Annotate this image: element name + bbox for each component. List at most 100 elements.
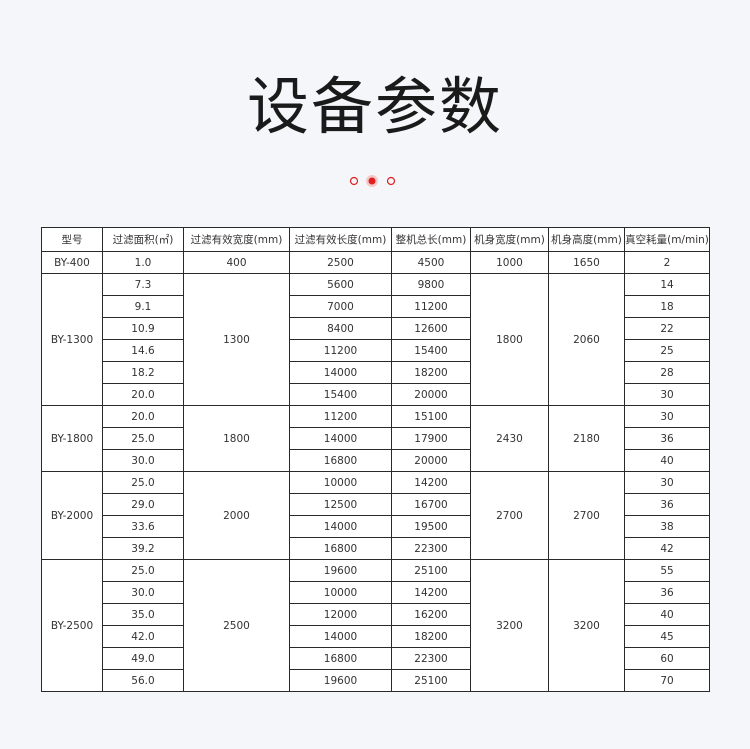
width-cell: 400 — [183, 251, 290, 274]
vacuum-cell: 70 — [624, 669, 710, 692]
column-header: 过滤有效宽度(mm) — [183, 227, 290, 252]
area-cell: 10.9 — [102, 317, 184, 340]
total-length-cell: 16200 — [391, 603, 471, 626]
model-cell: BY-2500 — [41, 559, 103, 692]
length-cell: 16800 — [289, 647, 392, 670]
total-length-cell: 11200 — [391, 295, 471, 318]
vacuum-cell: 36 — [624, 581, 710, 604]
area-cell: 25.0 — [102, 559, 184, 582]
table-row: 型号 过滤面积(㎡) 过滤有效宽度(mm) 过滤有效长度(mm) 整机总长(mm) 机身宽… — [41, 227, 710, 252]
column-header: 真空耗量(m/min) — [624, 227, 710, 252]
length-cell: 15400 — [289, 383, 392, 406]
area-cell: 25.0 — [102, 471, 184, 494]
length-cell: 5600 — [289, 273, 392, 296]
body-width-cell: 2430 — [470, 405, 549, 472]
body-height-cell: 2700 — [548, 471, 625, 560]
total-length-cell: 18200 — [391, 625, 471, 648]
total-length-cell: 17900 — [391, 427, 471, 450]
length-cell: 11200 — [289, 339, 392, 362]
area-cell: 20.0 — [102, 405, 184, 428]
total-length-cell: 14200 — [391, 471, 471, 494]
model-cell: BY-400 — [41, 251, 103, 274]
body-height-cell: 1650 — [548, 251, 625, 274]
area-cell: 49.0 — [102, 647, 184, 670]
length-cell: 14000 — [289, 361, 392, 384]
total-length-cell: 9800 — [391, 273, 471, 296]
body-height-cell: 2060 — [548, 273, 625, 406]
dot — [349, 176, 359, 186]
length-cell: 14000 — [289, 625, 392, 648]
vacuum-cell: 2 — [624, 251, 710, 274]
area-cell: 9.1 — [102, 295, 184, 318]
length-cell: 12500 — [289, 493, 392, 516]
body-width-cell: 1800 — [470, 273, 549, 406]
width-cell: 2000 — [183, 471, 290, 560]
area-cell: 18.2 — [102, 361, 184, 384]
length-cell: 7000 — [289, 295, 392, 318]
column-header: 整机总长(mm) — [391, 227, 471, 252]
table-row: 33.6 14000 19500 38 — [42, 515, 710, 538]
table-row: 35.0 12000 16200 40 — [42, 603, 710, 626]
total-length-cell: 22300 — [391, 647, 471, 670]
table-row: 42.0 14000 18200 45 — [42, 625, 710, 648]
vacuum-cell: 28 — [624, 361, 710, 384]
vacuum-cell: 25 — [624, 339, 710, 362]
vacuum-cell: 36 — [624, 427, 710, 450]
vacuum-cell: 38 — [624, 515, 710, 538]
area-cell: 14.6 — [102, 339, 184, 362]
length-cell: 14000 — [289, 515, 392, 538]
body-width-cell: 2700 — [470, 471, 549, 560]
length-cell: 2500 — [289, 251, 392, 274]
model-cell: BY-1800 — [41, 405, 103, 472]
table-row: BY-2500 25.0 2500 19600 25100 3200 3200 55 — [41, 559, 710, 692]
model-cell: BY-2000 — [41, 471, 103, 560]
vacuum-cell: 36 — [624, 493, 710, 516]
column-header: 过滤有效长度(mm) — [289, 227, 392, 252]
length-cell: 10000 — [289, 471, 392, 494]
vacuum-cell: 30 — [624, 405, 710, 428]
width-cell: 2500 — [183, 559, 290, 692]
length-cell: 14000 — [289, 427, 392, 450]
total-length-cell: 15100 — [391, 405, 471, 428]
model-cell: BY-1300 — [41, 273, 103, 406]
vacuum-cell: 45 — [624, 625, 710, 648]
total-length-cell: 25100 — [391, 669, 471, 692]
table-row: 25.0 14000 17900 36 — [42, 427, 710, 450]
total-length-cell: 4500 — [391, 251, 471, 274]
vacuum-cell: 40 — [624, 603, 710, 626]
total-length-cell: 20000 — [391, 449, 471, 472]
spec-table: 型号 过滤面积(㎡) 过滤有效宽度(mm) 过滤有效长度(mm) 整机总长(mm) 机身宽… — [41, 227, 710, 692]
length-cell: 11200 — [289, 405, 392, 428]
area-cell: 30.0 — [102, 581, 184, 604]
dot-active — [368, 177, 376, 185]
body-height-cell: 2180 — [548, 405, 625, 472]
total-length-cell: 15400 — [391, 339, 471, 362]
area-cell: 39.2 — [102, 537, 184, 560]
vacuum-cell: 42 — [624, 537, 710, 560]
column-header: 型号 — [41, 227, 103, 252]
table-row: BY-2000 25.0 2000 10000 14200 2700 2700 30 — [41, 471, 710, 560]
body-width-cell: 1000 — [470, 251, 549, 274]
total-length-cell: 20000 — [391, 383, 471, 406]
table-row: BY-1800 20.0 1800 11200 15100 2430 2180 30 — [41, 405, 710, 472]
table-row: 30.0 10000 14200 36 — [42, 581, 710, 604]
vacuum-cell: 14 — [624, 273, 710, 296]
body-width-cell: 3200 — [470, 559, 549, 692]
column-header: 机身高度(mm) — [548, 227, 625, 252]
area-cell: 30.0 — [102, 449, 184, 472]
body-height-cell: 3200 — [548, 559, 625, 692]
total-length-cell: 16700 — [391, 493, 471, 516]
column-header: 过滤面积(㎡) — [102, 227, 184, 252]
width-cell: 1300 — [183, 273, 290, 406]
area-cell: 56.0 — [102, 669, 184, 692]
table-row: 56.0 19600 25100 70 — [42, 669, 710, 692]
vacuum-cell: 55 — [624, 559, 710, 582]
length-cell: 16800 — [289, 537, 392, 560]
area-cell: 1.0 — [102, 251, 184, 274]
table-row: 20.0 15400 20000 30 — [42, 383, 710, 406]
decoration — [349, 175, 396, 187]
total-length-cell: 12600 — [391, 317, 471, 340]
length-cell: 12000 — [289, 603, 392, 626]
vacuum-cell: 22 — [624, 317, 710, 340]
